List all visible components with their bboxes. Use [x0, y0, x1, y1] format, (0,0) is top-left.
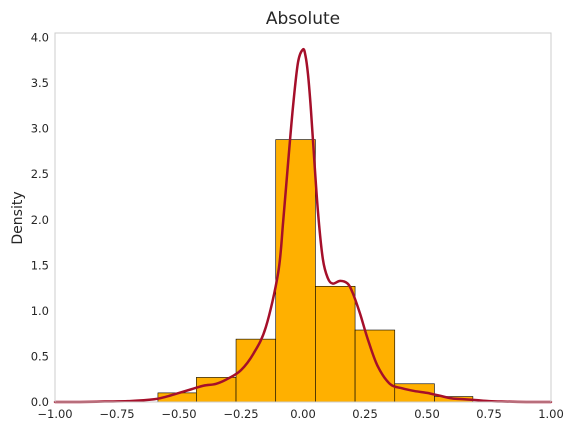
y-tick-label: 3.0	[31, 122, 49, 136]
y-tick-label: 3.5	[31, 76, 49, 90]
kde-curve	[53, 47, 553, 404]
y-tick-label: 2.5	[31, 167, 49, 181]
x-tick-label: −0.75	[99, 407, 134, 421]
y-tick-label: 2.0	[31, 213, 49, 227]
y-tick-label: 0.0	[31, 395, 49, 409]
x-tick-label: 0.50	[414, 407, 440, 421]
y-tick-label: 1.0	[31, 304, 49, 318]
x-tick-label: −1.00	[37, 407, 72, 421]
histogram-bar-3	[275, 139, 316, 403]
x-tick-label: 0.25	[352, 407, 378, 421]
y-tick-label: 1.5	[31, 258, 49, 272]
x-tick-label: 0.75	[476, 407, 502, 421]
y-axis-title: Density	[10, 191, 26, 244]
plot-area: −1.00 −0.75 −0.50 −0.25 0.00 0.25 0.50 0.75 1.00…	[31, 31, 564, 421]
chart-title: Absolute	[266, 9, 340, 29]
y-tick-label: 0.5	[31, 349, 49, 363]
plot-frame	[54, 32, 552, 403]
histogram-bar-1	[196, 377, 237, 403]
x-tick-label: 0.00	[290, 407, 316, 421]
histogram-bar-5	[354, 329, 396, 403]
x-tick-label: −0.50	[161, 407, 196, 421]
y-tick-label: 4.0	[31, 31, 49, 45]
histogram-bar-4	[315, 285, 356, 403]
x-tick-label: −0.25	[223, 407, 258, 421]
x-tick-label: 1.00	[538, 407, 564, 421]
